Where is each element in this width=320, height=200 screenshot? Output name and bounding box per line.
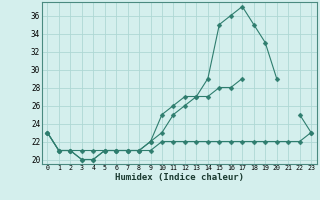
X-axis label: Humidex (Indice chaleur): Humidex (Indice chaleur) [115,173,244,182]
